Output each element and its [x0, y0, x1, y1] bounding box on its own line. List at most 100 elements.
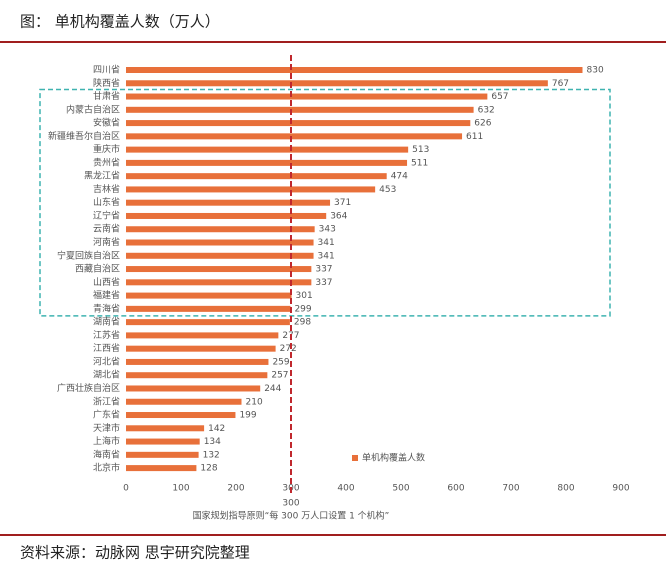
y-tick-label: 青海省 — [93, 302, 120, 314]
bar — [126, 252, 314, 259]
y-tick-label: 重庆市 — [93, 143, 120, 155]
bar — [126, 465, 197, 472]
bar — [126, 279, 312, 286]
y-tick-label: 北京市 — [93, 462, 120, 474]
value-label: 343 — [319, 225, 336, 235]
y-tick-label: 西藏自治区 — [75, 263, 120, 275]
bar — [126, 93, 488, 100]
y-tick-label: 江西省 — [93, 342, 120, 354]
y-tick-label: 山西省 — [93, 276, 120, 288]
value-label: 244 — [264, 384, 281, 394]
x-tick-label: 600 — [447, 484, 464, 494]
x-tick-label: 500 — [392, 484, 409, 494]
bar — [126, 239, 314, 246]
value-label: 128 — [200, 464, 217, 474]
bar — [126, 292, 292, 299]
value-label: 337 — [315, 265, 332, 275]
value-label: 341 — [318, 251, 335, 261]
highlight-box — [39, 88, 611, 317]
bar — [126, 159, 408, 166]
bar — [126, 133, 463, 140]
value-label: 210 — [246, 397, 263, 407]
value-label: 272 — [280, 344, 297, 354]
reference-value: 300 — [282, 499, 299, 509]
bar — [126, 106, 474, 113]
y-tick-label: 内蒙古自治区 — [66, 103, 120, 115]
y-tick-label: 陕西省 — [93, 77, 120, 89]
bar — [126, 146, 409, 153]
value-label: 341 — [318, 238, 335, 248]
value-label: 611 — [466, 132, 483, 142]
bar — [126, 345, 276, 352]
y-tick-label: 河北省 — [93, 355, 120, 367]
legend-label: 单机构覆盖人数 — [362, 452, 425, 464]
x-tick-label: 400 — [337, 484, 354, 494]
value-label: 632 — [478, 105, 495, 115]
y-tick-label: 贵州省 — [93, 156, 120, 168]
y-tick-label: 吉林省 — [93, 183, 120, 195]
value-label: 259 — [272, 357, 289, 367]
x-tick-label: 900 — [612, 484, 629, 494]
bar — [126, 305, 291, 312]
y-tick-label: 湖北省 — [93, 369, 120, 381]
bar — [126, 385, 261, 392]
bar — [126, 120, 471, 127]
y-tick-label: 云南省 — [93, 223, 120, 235]
value-label: 830 — [587, 66, 604, 76]
x-tick-label: 800 — [557, 484, 574, 494]
y-tick-label: 四川省 — [93, 64, 120, 76]
bar — [126, 226, 315, 233]
y-tick-label: 黑龙江省 — [84, 170, 120, 182]
y-tick-label: 安徽省 — [93, 117, 120, 129]
value-label: 301 — [296, 291, 313, 301]
x-tick-label: 700 — [502, 484, 519, 494]
value-label: 626 — [474, 119, 491, 129]
x-tick-label: 200 — [227, 484, 244, 494]
bar — [126, 425, 205, 432]
y-tick-label: 湖南省 — [93, 316, 120, 328]
value-label: 657 — [491, 92, 508, 102]
value-label: 299 — [294, 304, 311, 314]
x-tick-label: 0 — [123, 484, 129, 494]
y-tick-label: 甘肃省 — [93, 90, 120, 102]
y-tick-label: 山东省 — [93, 196, 120, 208]
bar — [126, 451, 199, 458]
value-label: 337 — [315, 278, 332, 288]
bar — [126, 67, 583, 73]
y-tick-label: 上海市 — [93, 435, 120, 447]
y-tick-label: 河南省 — [93, 236, 120, 248]
value-label: 453 — [379, 185, 396, 195]
y-tick-label: 天津市 — [93, 422, 120, 434]
y-tick-label: 新疆维吾尔自治区 — [48, 130, 120, 142]
y-tick-label: 广西壮族自治区 — [57, 382, 120, 394]
bar — [126, 199, 331, 206]
legend-swatch — [352, 455, 358, 461]
bar — [126, 438, 200, 445]
value-label: 134 — [204, 437, 221, 447]
value-label: 513 — [412, 145, 429, 155]
y-tick-label: 广东省 — [93, 409, 120, 421]
y-tick-label: 宁夏回族自治区 — [57, 249, 120, 261]
bar — [126, 332, 279, 339]
bar — [126, 173, 387, 180]
y-tick-label: 福建省 — [93, 289, 120, 301]
value-label: 364 — [330, 211, 347, 221]
value-label: 142 — [208, 424, 225, 434]
bar — [126, 372, 268, 379]
value-label: 199 — [239, 411, 256, 421]
bar — [126, 412, 236, 419]
bar — [126, 358, 269, 365]
value-label: 511 — [411, 158, 428, 168]
value-label: 474 — [391, 172, 408, 182]
bar — [126, 212, 327, 219]
y-tick-label: 辽宁省 — [93, 209, 120, 221]
value-label: 298 — [294, 318, 311, 328]
source: 资料来源：动脉网 思宇研究院整理 — [20, 544, 250, 562]
reference-label: 国家规划指导原则“每 300 万人口设置 1 个机构” — [193, 510, 390, 522]
value-label: 767 — [552, 79, 569, 89]
y-tick-label: 江苏省 — [93, 329, 120, 341]
bar — [126, 319, 290, 326]
value-label: 371 — [334, 198, 351, 208]
bar — [126, 398, 242, 405]
